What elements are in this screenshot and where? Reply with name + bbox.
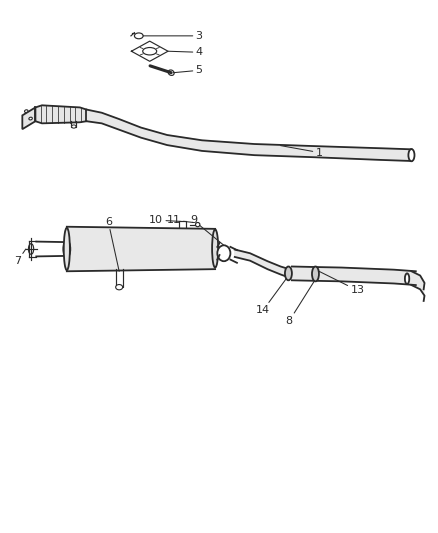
- Ellipse shape: [212, 229, 218, 268]
- Ellipse shape: [134, 33, 143, 39]
- Text: 13: 13: [318, 271, 364, 295]
- Polygon shape: [22, 108, 35, 129]
- Ellipse shape: [29, 117, 32, 120]
- Text: 6: 6: [105, 217, 119, 271]
- Text: 8: 8: [285, 281, 314, 326]
- Polygon shape: [410, 271, 424, 301]
- Ellipse shape: [195, 222, 199, 227]
- Text: 1: 1: [280, 146, 322, 158]
- Text: 10: 10: [149, 215, 181, 225]
- Ellipse shape: [311, 266, 318, 281]
- Text: 5: 5: [173, 66, 202, 75]
- Text: 4: 4: [168, 47, 202, 57]
- Ellipse shape: [284, 266, 291, 280]
- Polygon shape: [67, 227, 215, 271]
- Polygon shape: [234, 249, 289, 278]
- Polygon shape: [291, 266, 415, 285]
- Text: 7: 7: [14, 249, 26, 266]
- Text: 14: 14: [255, 279, 286, 315]
- Ellipse shape: [63, 240, 70, 257]
- Ellipse shape: [71, 125, 76, 128]
- Ellipse shape: [25, 110, 28, 112]
- Ellipse shape: [407, 149, 413, 161]
- Text: 9: 9: [189, 215, 223, 245]
- Ellipse shape: [168, 70, 174, 76]
- Text: 3: 3: [143, 31, 202, 41]
- Polygon shape: [35, 106, 86, 123]
- Ellipse shape: [217, 245, 230, 261]
- Text: 11: 11: [166, 215, 193, 225]
- Polygon shape: [86, 110, 410, 161]
- Ellipse shape: [404, 273, 408, 284]
- Ellipse shape: [116, 285, 122, 290]
- Ellipse shape: [64, 228, 70, 270]
